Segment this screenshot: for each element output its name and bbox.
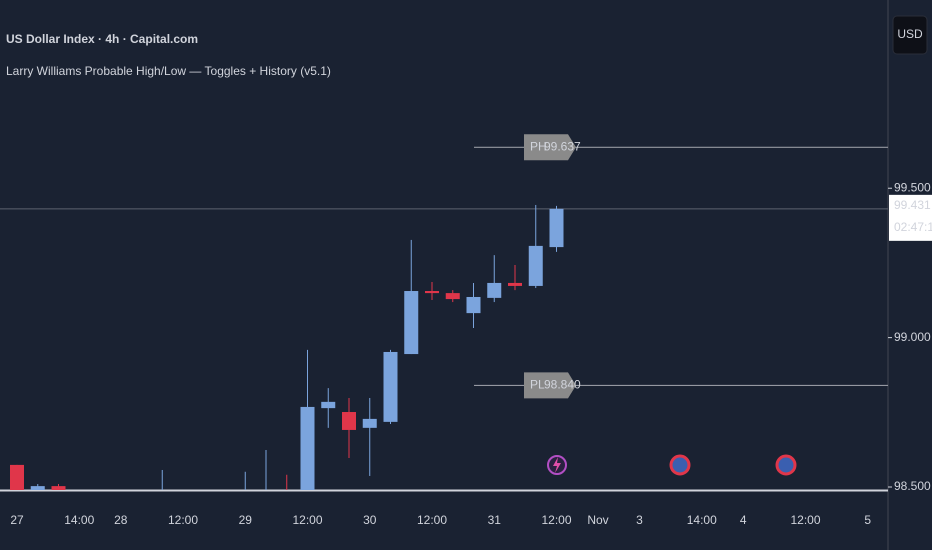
level-value: 98.840 (544, 378, 581, 392)
indicator-name: Larry Williams Probable High/Low — Toggl… (6, 64, 331, 78)
level-tag (524, 372, 576, 399)
x-tick-label: 30 (363, 513, 377, 527)
level-name: PL (530, 378, 545, 392)
countdown-label: 02:47:16 (894, 220, 932, 234)
x-tick-label: 14:00 (64, 513, 94, 527)
chart-title: US Dollar Index · 4h · Capital.com (6, 32, 198, 46)
x-tick-label: 12:00 (541, 513, 571, 527)
currency-button[interactable] (892, 15, 928, 55)
x-tick-label: 28 (114, 513, 128, 527)
candle-body (487, 282, 502, 298)
candle-body (466, 296, 481, 314)
x-tick-label: 3 (636, 513, 643, 527)
x-tick-label: 12:00 (790, 513, 820, 527)
candle-body (10, 464, 24, 490)
candle-body (383, 351, 398, 422)
level-name: PH (530, 139, 547, 153)
y-tick-label: 98.500 (894, 479, 931, 493)
x-tick-label: Nov (587, 513, 608, 527)
candle-body (342, 412, 356, 430)
event-icon[interactable] (669, 454, 691, 476)
candle-body (549, 208, 564, 248)
candle-body (321, 401, 336, 409)
x-tick-label: 4 (740, 513, 747, 527)
x-tick-label: 31 (488, 513, 502, 527)
candle-body (445, 293, 460, 300)
y-tick-label: 99.500 (894, 180, 931, 194)
level-value: 99.637 (544, 139, 581, 153)
x-tick-label: 12:00 (417, 513, 447, 527)
event-icon[interactable] (775, 454, 797, 476)
event-icon-glyph (553, 457, 561, 473)
x-tick-label: 5 (864, 513, 871, 527)
candle-body (528, 245, 543, 286)
x-tick-label: 14:00 (687, 513, 717, 527)
candle-body (508, 282, 522, 286)
last-price-badge (889, 194, 932, 241)
x-tick-label: 12:00 (168, 513, 198, 527)
candle-body (362, 418, 377, 428)
candle-body (300, 406, 315, 490)
last-price-label: 99.431 (894, 198, 931, 212)
candle-body (425, 291, 439, 294)
x-tick-label: 29 (239, 513, 253, 527)
event-icons (547, 454, 797, 476)
x-tick-label: 12:00 (292, 513, 322, 527)
level-tag (524, 134, 576, 161)
candle-body (30, 486, 45, 490)
candle-body (404, 291, 419, 355)
candle-body (51, 486, 66, 490)
x-tick-label: 27 (10, 513, 24, 527)
y-tick-label: 99.000 (894, 330, 931, 344)
currency-label[interactable]: USD (897, 27, 923, 41)
